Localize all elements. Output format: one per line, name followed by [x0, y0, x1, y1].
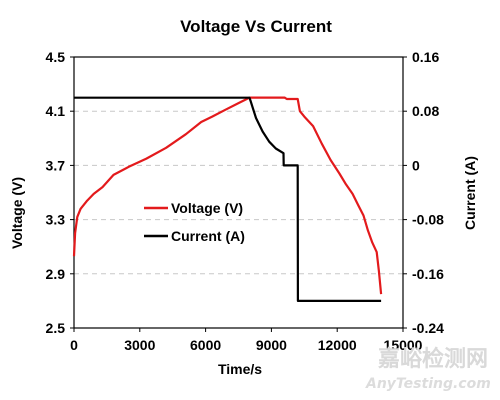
- x-tick-label: 6000: [190, 337, 221, 353]
- y-left-tick-label: 4.5: [46, 49, 66, 65]
- y-right-axis-label: Current (A): [462, 156, 478, 230]
- y-right-tick-labels: -0.24 -0.16 -0.08 0 0.08 0.16: [403, 49, 444, 336]
- y-right-tick-label: -0.24: [412, 320, 444, 336]
- y-left-tick-labels: 2.5 2.9 3.3 3.7 4.1 4.5: [46, 49, 74, 336]
- y-left-tick-label: 4.1: [46, 103, 66, 119]
- y-left-tick-label: 2.5: [46, 320, 66, 336]
- chart-title: Voltage Vs Current: [180, 17, 332, 36]
- x-tick-label: 0: [70, 337, 78, 353]
- x-tick-label: 15000: [384, 337, 423, 353]
- x-tick-label: 12000: [318, 337, 357, 353]
- watermark-en: AnyTesting.com: [365, 376, 491, 392]
- y-left-tick-label: 3.7: [46, 157, 66, 173]
- y-right-tick-label: 0: [412, 157, 420, 173]
- x-tick-label: 9000: [256, 337, 287, 353]
- legend: Voltage (V) Current (A): [144, 200, 245, 244]
- y-right-tick-label: -0.16: [412, 266, 444, 282]
- x-axis-label: Time/s: [218, 361, 262, 377]
- legend-voltage-label: Voltage (V): [171, 200, 243, 216]
- y-left-tick-label: 2.9: [46, 266, 66, 282]
- legend-current-label: Current (A): [171, 228, 245, 244]
- y-left-axis-label: Voltage (V): [9, 177, 25, 249]
- voltage-series-line: [72, 96, 383, 295]
- series-group: [72, 96, 383, 302]
- y-right-tick-label: 0.08: [412, 103, 439, 119]
- current-series-line: [74, 96, 382, 302]
- plot-frame: [73, 56, 404, 329]
- watermark: 嘉峪检测网 AnyTesting.com: [365, 346, 491, 392]
- x-tick-label: 3000: [124, 337, 155, 353]
- y-right-tick-label: -0.08: [412, 212, 444, 228]
- y-left-tick-label: 3.3: [46, 212, 66, 228]
- watermark-cn: 嘉峪检测网: [378, 346, 488, 372]
- grid: [74, 110, 403, 275]
- x-tick-labels: 0 3000 6000 9000 12000 15000: [70, 328, 423, 353]
- y-right-tick-label: 0.16: [412, 49, 439, 65]
